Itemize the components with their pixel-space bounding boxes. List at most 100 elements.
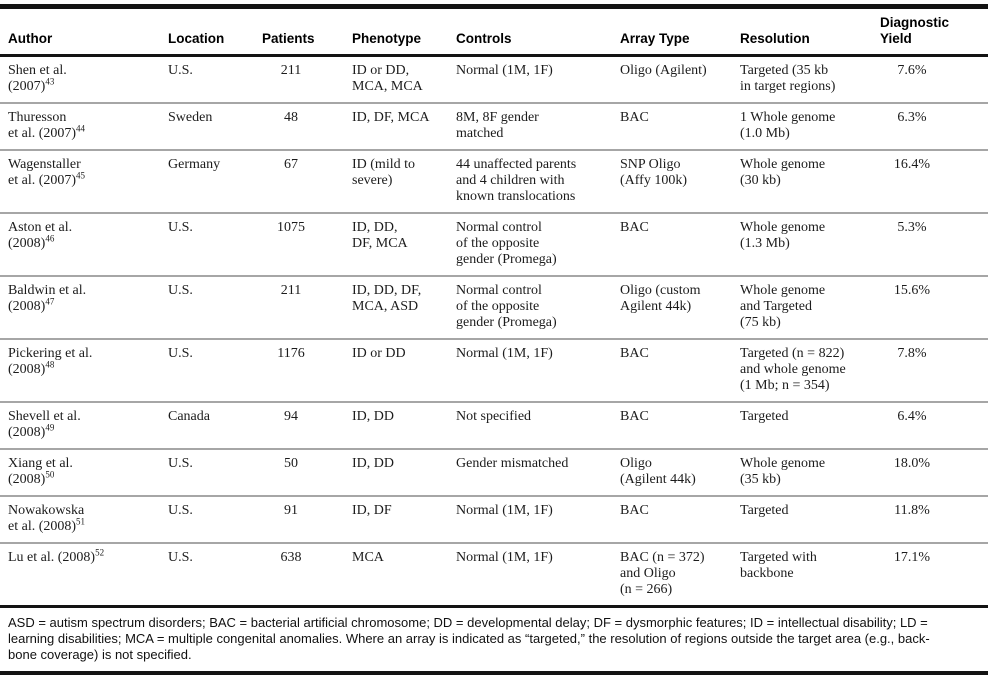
table-row: Nowakowska et al. (2008)51 U.S. 91 ID, D… [0, 495, 988, 543]
cell-resolution: Whole genome (30 kb) [740, 149, 880, 213]
cell-location: Canada [168, 401, 262, 449]
patients-value: 1075 [277, 220, 305, 235]
cell-diagnostic-yield: 5.3% [880, 212, 988, 276]
citation-ref: 52 [95, 547, 105, 558]
cell-controls: 8M, 8F gender matched [456, 102, 620, 150]
citation-ref: 47 [45, 296, 55, 307]
patients-value: 48 [284, 110, 298, 125]
col-header-diagnostic-yield: Diagnostic Yield [880, 9, 988, 57]
cell-location: U.S. [168, 448, 262, 496]
yield-value: 11.8% [894, 503, 930, 518]
cell-author: Shevell et al. (2008)49 [0, 401, 168, 449]
cell-array-type: BAC (n = 372) and Oligo (n = 266) [620, 542, 740, 605]
cell-diagnostic-yield: 16.4% [880, 149, 988, 213]
table-row: Baldwin et al. (2008)47 U.S. 211 ID, DD,… [0, 275, 988, 339]
cell-patients: 94 [262, 401, 352, 449]
cell-resolution: 1 Whole genome (1.0 Mb) [740, 102, 880, 150]
cell-patients: 1176 [262, 338, 352, 402]
cell-phenotype: ID, DF, MCA [352, 102, 456, 150]
author-text: Thuresson et al. (2007) [8, 110, 77, 141]
author-text: Pickering et al. (2008) [8, 346, 93, 377]
yield-value: 18.0% [893, 456, 931, 471]
cell-resolution: Whole genome and Targeted (75 kb) [740, 275, 880, 339]
cell-controls: Normal control of the opposite gender (P… [456, 275, 620, 339]
cell-author: Nowakowska et al. (2008)51 [0, 495, 168, 543]
cell-phenotype: ID (mild to severe) [352, 149, 456, 213]
cell-location: U.S. [168, 275, 262, 339]
cell-phenotype: MCA [352, 542, 456, 605]
author-text: Nowakowska et al. (2008) [8, 503, 85, 534]
cell-patients: 211 [262, 56, 352, 104]
author-text: Shevell et al. (2008) [8, 409, 81, 440]
table-row: Aston et al. (2008)46 U.S. 1075 ID, DD, … [0, 212, 988, 276]
cell-phenotype: ID, DD, DF, MCA [352, 212, 456, 276]
cell-author: Baldwin et al. (2008)47 [0, 275, 168, 339]
cell-diagnostic-yield: 7.6% [880, 56, 988, 104]
cell-patients: 50 [262, 448, 352, 496]
cell-phenotype: ID, DF [352, 495, 456, 543]
cell-resolution: Whole genome (1.3 Mb) [740, 212, 880, 276]
col-header-controls: Controls [456, 9, 620, 57]
yield-value: 7.8% [897, 346, 927, 361]
cell-patients: 1075 [262, 212, 352, 276]
cell-controls: Normal (1M, 1F) [456, 495, 620, 543]
cell-patients: 67 [262, 149, 352, 213]
cell-array-type: BAC [620, 212, 740, 276]
col-header-resolution: Resolution [740, 9, 880, 57]
cell-author: Aston et al. (2008)46 [0, 212, 168, 276]
cell-diagnostic-yield: 18.0% [880, 448, 988, 496]
author-text: Baldwin et al. (2008) [8, 283, 87, 314]
cell-author: Pickering et al. (2008)48 [0, 338, 168, 402]
cell-location: U.S. [168, 338, 262, 402]
top-rule [0, 4, 988, 9]
cell-author: Lu et al. (2008)52 [0, 542, 168, 605]
cell-controls: Not specified [456, 401, 620, 449]
cell-resolution: Whole genome (35 kb) [740, 448, 880, 496]
cell-resolution: Targeted (35 kb in target regions) [740, 63, 836, 94]
yield-value: 7.6% [897, 63, 927, 78]
cell-patients: 48 [262, 102, 352, 150]
author-text: Xiang et al. (2008) [8, 456, 73, 487]
cell-controls: Normal (1M, 1F) [456, 338, 620, 402]
citation-ref: 46 [45, 233, 55, 244]
cell-array-type: Oligo (Agilent) [620, 63, 707, 78]
cell-array-type: SNP Oligo (Affy 100k) [620, 149, 740, 213]
yield-value: 5.3% [897, 220, 927, 235]
citation-ref: 45 [76, 170, 86, 181]
patients-value: 211 [280, 63, 302, 78]
cell-location: Sweden [168, 102, 262, 150]
citation-ref: 50 [45, 469, 55, 480]
author-text: Aston et al. (2008) [8, 220, 73, 251]
cell-diagnostic-yield: 6.3% [880, 102, 988, 150]
yield-value: 6.4% [897, 409, 927, 424]
cell-resolution: Targeted with backbone [740, 542, 880, 605]
cell-location: Germany [168, 149, 262, 213]
author-text: Lu et al. (2008) [8, 550, 96, 565]
footnote-top-rule [0, 605, 988, 608]
col-header-array-type: Array Type [620, 9, 740, 57]
col-header-author: Author [0, 9, 168, 57]
patients-value: 67 [284, 157, 298, 172]
cell-patients: 638 [262, 542, 352, 605]
cell-controls: Normal control of the opposite gender (P… [456, 212, 620, 276]
cell-author: Xiang et al. (2008)50 [0, 448, 168, 496]
yield-value: 16.4% [893, 157, 931, 172]
patients-value: 211 [280, 283, 302, 298]
cell-controls: 44 unaffected parents and 4 children wit… [456, 149, 620, 213]
cell-diagnostic-yield: 11.8% [880, 495, 988, 543]
col-header-location: Location [168, 9, 262, 57]
table-body: Shen et al. (2007)43 U.S. 211 ID or DD, … [0, 56, 988, 605]
cell-resolution: Targeted [740, 495, 880, 543]
yield-value: 15.6% [893, 283, 931, 298]
cell-diagnostic-yield: 15.6% [880, 275, 988, 339]
citation-ref: 44 [76, 123, 86, 134]
patients-value: 94 [284, 409, 298, 424]
patients-value: 1176 [277, 346, 305, 361]
table-header: Author Location Patients Phenotype Contr… [0, 9, 988, 57]
cell-location: U.S. [168, 495, 262, 543]
cell-location: U.S. [168, 542, 262, 605]
cell-patients: 91 [262, 495, 352, 543]
table-row: Shevell et al. (2008)49 Canada 94 ID, DD… [0, 401, 988, 449]
citation-ref: 43 [45, 76, 55, 87]
